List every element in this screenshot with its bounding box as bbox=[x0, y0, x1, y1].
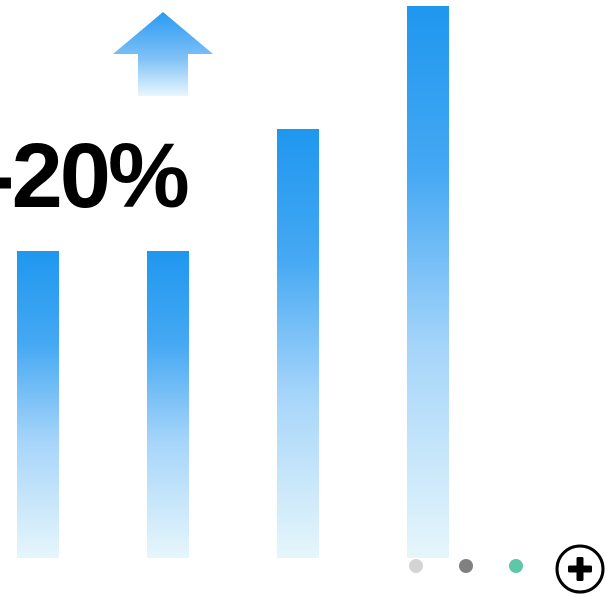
chart-bar-2 bbox=[147, 251, 189, 558]
chart-bar-4 bbox=[407, 6, 449, 558]
chart-bar-1 bbox=[17, 251, 59, 558]
pagination-dot-1[interactable] bbox=[409, 559, 423, 573]
pagination-dot-3-active[interactable] bbox=[509, 559, 523, 573]
pagination-dot-2[interactable] bbox=[459, 559, 473, 573]
chart-bar-3 bbox=[277, 129, 319, 558]
headline-percentage: -20% bbox=[0, 125, 190, 227]
arrow-up-icon bbox=[113, 12, 213, 96]
plus-circle-icon[interactable] bbox=[554, 543, 606, 595]
